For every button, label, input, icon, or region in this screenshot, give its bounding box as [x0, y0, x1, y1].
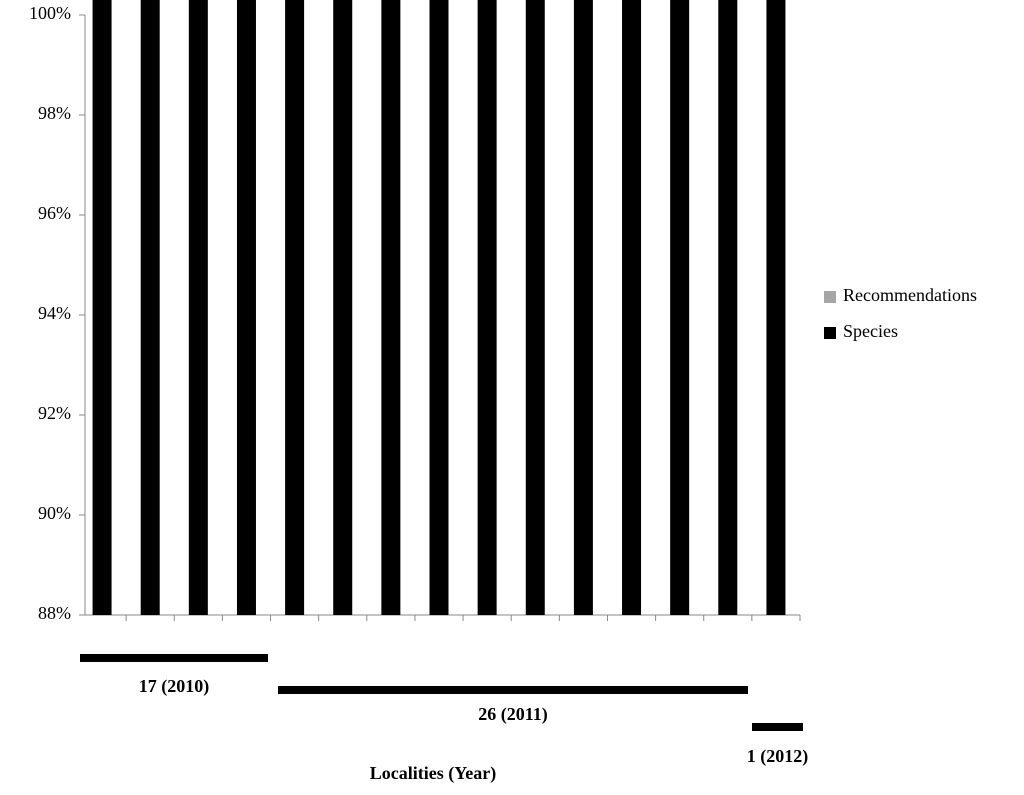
y-tick-label: 92% [38, 403, 71, 423]
bar-segment [477, 0, 497, 615]
y-tick-label: 90% [38, 503, 71, 523]
y-tick-label: 88% [38, 603, 71, 623]
bar-segment [92, 0, 112, 615]
bar-segment [285, 0, 305, 615]
legend-swatch [824, 291, 836, 303]
bar-segment [429, 0, 449, 615]
y-tick-label: 96% [38, 203, 71, 223]
group-label: 17 (2010) [139, 676, 210, 697]
bar-segment [140, 0, 160, 615]
bar-segment [236, 0, 256, 615]
bar-segment [573, 0, 593, 615]
bar-segment [188, 0, 208, 615]
x-axis-label: Localities (Year) [370, 763, 496, 784]
group-bar [278, 686, 748, 694]
group-bar [752, 723, 803, 731]
bar-segment [718, 0, 738, 615]
bar-segment [381, 0, 401, 615]
bar-segment [766, 0, 786, 615]
legend-label: Species [843, 321, 898, 341]
group-label: 1 (2012) [747, 746, 809, 767]
y-tick-label: 100% [29, 3, 71, 23]
bar-segment [333, 0, 353, 615]
group-bar [80, 654, 268, 662]
y-tick-label: 94% [38, 303, 71, 323]
legend-swatch [824, 327, 836, 339]
bar-segment [525, 0, 545, 615]
y-tick-label: 98% [38, 103, 71, 123]
group-label: 26 (2011) [478, 704, 548, 725]
legend-label: Recommendations [843, 285, 977, 305]
bar-segment [670, 0, 690, 615]
bar-segment [622, 0, 642, 615]
